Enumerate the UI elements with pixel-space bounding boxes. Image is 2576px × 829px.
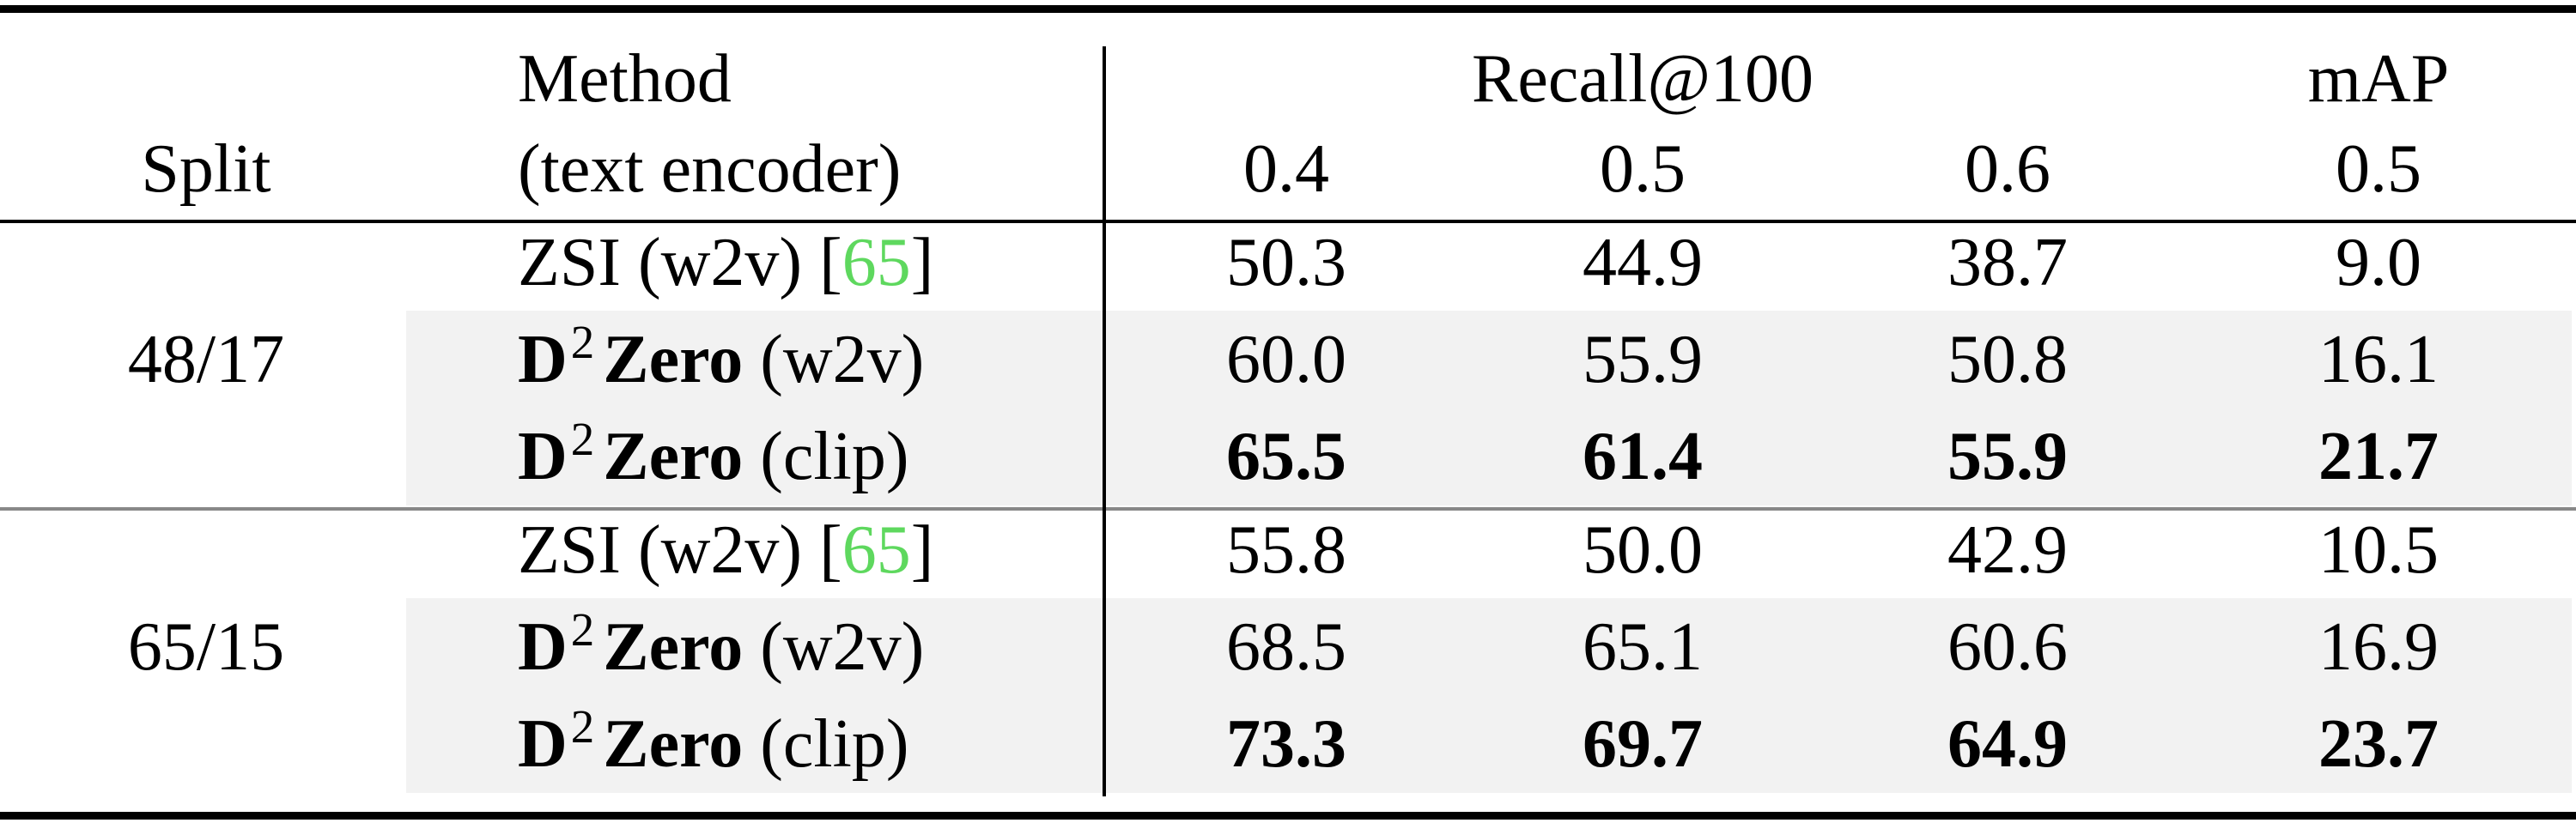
column-divider xyxy=(1103,46,1106,796)
header-split: Split xyxy=(141,131,271,207)
header-map: mAP xyxy=(2307,41,2450,117)
value-cell: 50.0 xyxy=(1583,511,1703,588)
method-encoder: (w2v) xyxy=(638,225,803,301)
citation-bracket: [ xyxy=(819,225,842,301)
method-superscript: 2 xyxy=(570,412,595,465)
method-name: D xyxy=(518,608,568,685)
method-cell: ZSI (w2v) [65] xyxy=(518,507,933,593)
value-cell: 65.5 xyxy=(1226,418,1346,494)
value-cell: 38.7 xyxy=(1947,225,2068,301)
split-label: 65/15 xyxy=(127,608,285,685)
method-encoder: (w2v) xyxy=(760,608,925,685)
value-cell: 21.7 xyxy=(2318,418,2439,494)
citation-bracket: ] xyxy=(910,511,934,588)
method-superscript: 2 xyxy=(570,602,595,656)
value-cell: 65.1 xyxy=(1583,608,1703,685)
header-threshold: 0.5 xyxy=(2336,131,2421,207)
split-label: 48/17 xyxy=(127,321,285,397)
citation-link: 65 xyxy=(841,225,911,301)
method-cell: D2 Zero (w2v) xyxy=(518,317,924,402)
header-rule xyxy=(0,220,2576,223)
method-name: D xyxy=(518,418,568,494)
method-encoder: (w2v) xyxy=(638,511,803,588)
method-name: ZSI xyxy=(518,225,621,301)
header-recall: Recall@100 xyxy=(1471,41,1814,117)
header-threshold: 0.4 xyxy=(1243,131,1329,207)
method-name: D xyxy=(518,321,568,397)
value-cell: 50.8 xyxy=(1947,321,2068,397)
method-encoder: (clip) xyxy=(760,418,909,494)
value-cell: 60.6 xyxy=(1947,608,2068,685)
method-superscript: 2 xyxy=(570,315,595,368)
group-rule xyxy=(0,507,2576,511)
value-cell: 42.9 xyxy=(1947,511,2068,588)
value-cell: 9.0 xyxy=(2336,225,2421,301)
row-shade xyxy=(406,597,2572,696)
citation-link: 65 xyxy=(841,511,911,588)
value-cell: 16.9 xyxy=(2318,608,2439,685)
citation-bracket: ] xyxy=(910,225,934,301)
method-cell: D2 Zero (clip) xyxy=(518,701,908,787)
citation: [65] xyxy=(819,512,933,588)
method-encoder: (w2v) xyxy=(760,321,925,397)
value-cell: 60.0 xyxy=(1226,321,1346,397)
citation-bracket: [ xyxy=(819,511,842,588)
value-cell: 64.9 xyxy=(1947,705,2068,782)
header-method-sub: (text encoder) xyxy=(518,131,902,207)
method-cell: D2 Zero (clip) xyxy=(518,414,908,499)
value-cell: 10.5 xyxy=(2318,511,2439,588)
top-rule xyxy=(0,5,2576,13)
value-cell: 50.3 xyxy=(1226,225,1346,301)
value-cell: 61.4 xyxy=(1583,418,1703,494)
header-threshold: 0.5 xyxy=(1600,131,1686,207)
method-cell: ZSI (w2v) [65] xyxy=(518,220,933,306)
value-cell: 55.8 xyxy=(1226,511,1346,588)
row-shade xyxy=(406,407,2572,505)
value-cell: 16.1 xyxy=(2318,321,2439,397)
value-cell: 68.5 xyxy=(1226,608,1346,685)
method-name: D xyxy=(518,705,568,782)
header-threshold: 0.6 xyxy=(1965,131,2050,207)
value-cell: 73.3 xyxy=(1226,705,1346,782)
method-encoder: (clip) xyxy=(760,705,909,782)
method-superscript: 2 xyxy=(570,699,595,753)
row-shade xyxy=(406,310,2572,408)
method-name: Zero xyxy=(603,321,744,397)
method-name: ZSI xyxy=(518,511,621,588)
value-cell: 55.9 xyxy=(1583,321,1703,397)
value-cell: 69.7 xyxy=(1583,705,1703,782)
value-cell: 44.9 xyxy=(1583,225,1703,301)
bottom-rule xyxy=(0,812,2576,820)
value-cell: 55.9 xyxy=(1947,418,2068,494)
citation: [65] xyxy=(819,225,933,300)
header-method: Method xyxy=(518,41,732,117)
method-name: Zero xyxy=(603,705,744,782)
method-name: Zero xyxy=(603,608,744,685)
value-cell: 23.7 xyxy=(2318,705,2439,782)
method-cell: D2 Zero (w2v) xyxy=(518,604,924,690)
method-name: Zero xyxy=(603,418,744,494)
row-shade xyxy=(406,694,2572,793)
